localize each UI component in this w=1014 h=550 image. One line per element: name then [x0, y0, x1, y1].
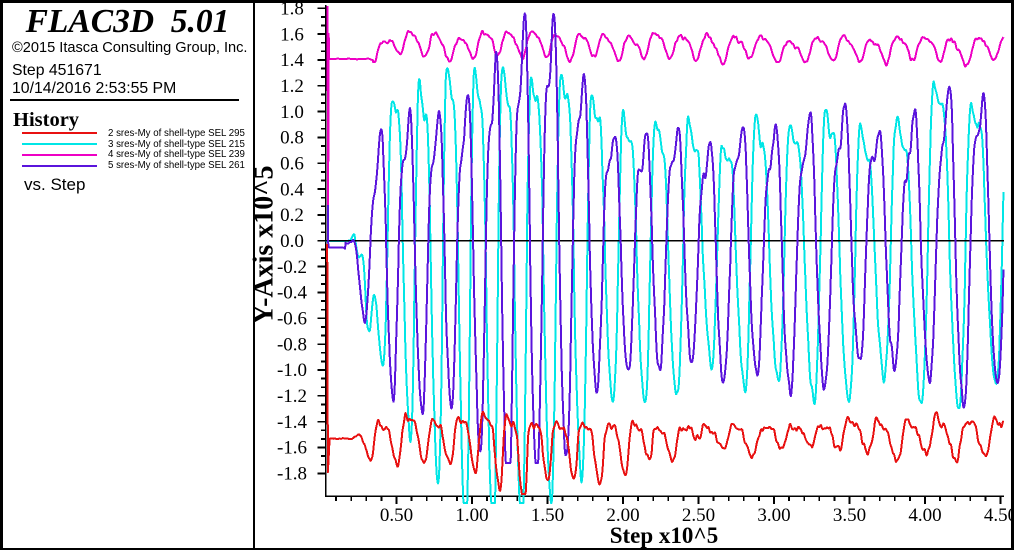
svg-text:3.00: 3.00: [757, 505, 790, 526]
svg-text:0.0: 0.0: [280, 231, 304, 252]
svg-text:-0.6: -0.6: [277, 309, 307, 330]
svg-text:3.50: 3.50: [833, 505, 866, 526]
svg-text:1.00: 1.00: [455, 505, 488, 526]
svg-text:-1.2: -1.2: [277, 386, 307, 407]
svg-text:0.50: 0.50: [380, 505, 413, 526]
svg-text:1.6: 1.6: [280, 24, 304, 45]
svg-text:-0.4: -0.4: [277, 283, 308, 304]
svg-text:1.8: 1.8: [280, 0, 304, 19]
svg-text:-0.8: -0.8: [277, 334, 307, 355]
svg-text:1.0: 1.0: [280, 102, 304, 123]
svg-text:-1.6: -1.6: [277, 438, 307, 459]
svg-text:0.4: 0.4: [280, 179, 304, 200]
svg-text:-0.2: -0.2: [277, 257, 307, 278]
svg-text:2.50: 2.50: [682, 505, 715, 526]
svg-text:Step x10^5: Step x10^5: [610, 523, 719, 548]
svg-text:1.50: 1.50: [531, 505, 564, 526]
svg-text:4.00: 4.00: [908, 505, 941, 526]
svg-text:0.6: 0.6: [280, 154, 304, 175]
svg-text:0.8: 0.8: [280, 128, 304, 149]
svg-text:0.2: 0.2: [280, 205, 304, 226]
svg-text:1.2: 1.2: [280, 76, 304, 97]
svg-text:4.50: 4.50: [984, 505, 1014, 526]
svg-text:-1.0: -1.0: [277, 360, 307, 381]
svg-text:2.00: 2.00: [606, 505, 639, 526]
svg-text:-1.4: -1.4: [277, 412, 308, 433]
svg-text:-1.8: -1.8: [277, 464, 307, 485]
svg-text:1.4: 1.4: [280, 50, 304, 71]
